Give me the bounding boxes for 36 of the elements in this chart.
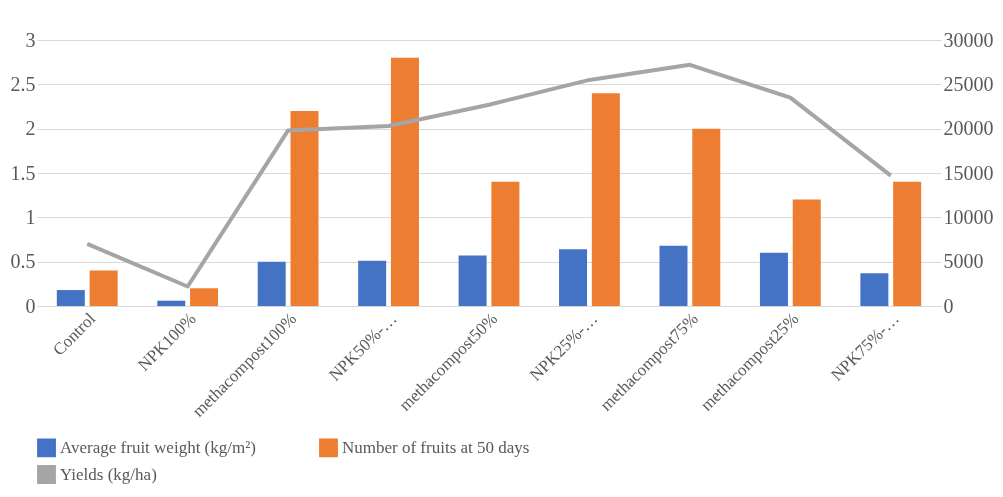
y-tick-label: 2 — [25, 117, 36, 140]
bar — [491, 181, 520, 306]
y-tick-label: 1 — [25, 205, 36, 228]
bar — [290, 110, 319, 306]
y-tick-label: 1.5 — [10, 161, 36, 184]
bar — [390, 57, 419, 306]
y2-tick-label: 25000 — [943, 72, 994, 95]
y-tick-label: 0 — [25, 294, 36, 317]
bar — [56, 290, 85, 306]
y2-tick-label: 10000 — [943, 205, 994, 228]
bar — [860, 273, 889, 306]
bar — [157, 300, 186, 306]
bar — [893, 181, 922, 306]
legend-label: Number of fruits at 50 days — [342, 437, 530, 457]
y2-tick-label: 15000 — [943, 161, 994, 184]
bar — [458, 255, 487, 306]
bar — [591, 93, 620, 306]
bar — [257, 261, 286, 306]
bar — [759, 252, 788, 306]
line-series — [85, 62, 893, 289]
bar — [792, 199, 821, 306]
bar — [190, 288, 219, 306]
legend-label: Average fruit weight (kg/m²) — [60, 437, 256, 457]
y2-tick-label: 20000 — [943, 117, 994, 140]
y2-tick-label: 0 — [943, 294, 954, 317]
y2-tick-label: 5000 — [943, 250, 984, 273]
bar — [89, 270, 118, 306]
y-tick-label: 3 — [25, 28, 36, 51]
y2-tick-label: 30000 — [943, 28, 994, 51]
bar — [358, 260, 387, 306]
bar — [692, 128, 721, 306]
legend-label: Yields (kg/ha) — [60, 464, 157, 484]
bar — [559, 249, 588, 306]
bar — [659, 245, 688, 306]
y-tick-label: 2.5 — [10, 72, 36, 95]
y-tick-label: 0.5 — [10, 250, 36, 273]
